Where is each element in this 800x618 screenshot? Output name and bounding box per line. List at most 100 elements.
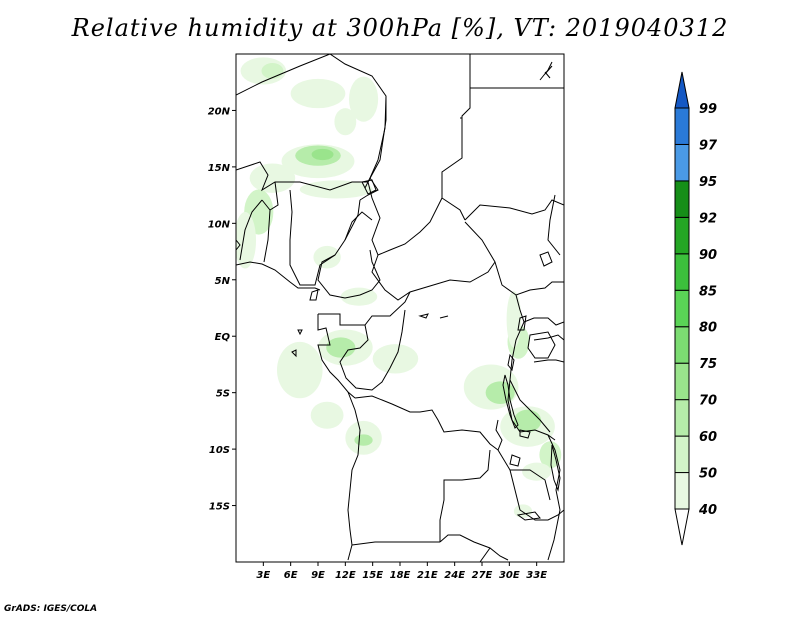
humidity-area-18 <box>277 341 323 399</box>
humidity-area-25 <box>485 381 515 404</box>
border-line <box>441 54 471 198</box>
border-line <box>317 249 381 299</box>
border-line <box>418 313 429 319</box>
border-line <box>547 434 561 561</box>
border-line <box>317 314 356 399</box>
colorbar-label: 92 <box>699 211 717 226</box>
lat-tick-label: 10N <box>208 219 231 230</box>
humidity-area-29 <box>539 441 562 469</box>
colorbar-label: 75 <box>699 357 717 372</box>
humidity-area-27 <box>513 409 542 433</box>
humidity-area-28 <box>506 291 522 348</box>
border-line <box>318 291 411 326</box>
humidity-area-2 <box>290 78 346 109</box>
humidity-area-14 <box>340 287 378 306</box>
lake-albert <box>517 315 527 331</box>
map-title: Relative humidity at 300hPa [%], VT: 201… <box>71 14 729 42</box>
lon-tick-label: 33E <box>526 570 547 581</box>
colorbar-swatch <box>674 435 690 474</box>
humidity-field <box>236 57 562 518</box>
border-line <box>289 189 361 286</box>
colorbar-swatch <box>674 216 690 255</box>
colorbar-label: 40 <box>698 503 717 518</box>
lake-malawi <box>550 444 561 492</box>
lat-tick-label: 5N <box>215 276 231 287</box>
lat-tick-label: 15N <box>208 163 231 174</box>
lon-tick-label: 30E <box>499 570 520 581</box>
border-line <box>523 317 564 326</box>
colorbar: 40 50 60 70 75 80 85 90 92 95 97 99 <box>674 71 718 546</box>
colorbar-top-triangle <box>674 71 690 109</box>
border-line <box>533 359 564 363</box>
colorbar-swatch <box>674 362 690 401</box>
humidity-area-9 <box>299 180 373 199</box>
lon-tick-label: 18E <box>390 570 411 581</box>
lake-kariba <box>516 511 541 521</box>
lon-tick-label: 9E <box>311 570 325 581</box>
colorbar-label: 97 <box>699 138 718 153</box>
lat-tick-label: 5S <box>216 389 230 400</box>
humidity-area-7 <box>311 148 334 161</box>
colorbar-swatch <box>674 399 690 437</box>
border-line <box>533 334 564 341</box>
humidity-area-4 <box>334 108 357 136</box>
colorbar-bottom-triangle <box>674 508 690 546</box>
lat-tick-label: 15S <box>209 502 230 513</box>
humidity-area-21 <box>354 434 373 446</box>
border-line <box>351 541 440 546</box>
border-line <box>509 379 551 433</box>
lat-tick-label: 10S <box>209 445 230 456</box>
colorbar-swatch <box>674 472 690 510</box>
lon-tick-label: 12E <box>335 570 356 581</box>
border-line <box>547 194 561 256</box>
lat-tick-label: EQ <box>215 332 231 343</box>
lake-kivu <box>507 353 515 372</box>
border-line <box>441 197 466 221</box>
colorbar-label: 80 <box>699 321 717 336</box>
lake-tana <box>539 251 553 267</box>
humidity-area-16 <box>326 337 356 358</box>
lon-tick-label: 24E <box>444 570 465 581</box>
lon-tick-label: 3E <box>256 570 270 581</box>
country-borders <box>236 54 564 562</box>
humidity-area-13 <box>313 245 341 269</box>
colorbar-label: 60 <box>699 430 717 445</box>
border-line <box>464 199 564 221</box>
border-line <box>439 315 449 319</box>
lake-tanganyika <box>502 374 519 429</box>
colorbar-label: 99 <box>699 102 717 117</box>
colorbar-label: 90 <box>699 248 717 263</box>
lon-tick-label: 6E <box>284 570 298 581</box>
longitude-axis: 3E 6E 9E 12E 15E 18E 21E 24E 27E 30E 33E <box>256 562 547 581</box>
colorbar-swatch <box>674 180 690 218</box>
grads-credit: GrADS: IGES/COLA <box>4 604 98 614</box>
humidity-area-19 <box>310 401 344 429</box>
border-line <box>291 349 297 358</box>
border-line <box>544 65 553 75</box>
border-line <box>347 391 361 561</box>
border-line <box>497 449 564 521</box>
lon-tick-label: 21E <box>417 570 438 581</box>
border-line <box>261 181 279 211</box>
humidity-area-1 <box>261 63 284 79</box>
lake-volta <box>309 289 319 301</box>
border-line <box>354 395 503 451</box>
lake-victoria <box>527 331 556 359</box>
border-line <box>479 547 491 562</box>
border-line <box>339 309 406 391</box>
colorbar-swatch <box>674 326 690 364</box>
latitude-axis: 20N 15N 10N 5N EQ 5S 10S 15S <box>208 106 236 513</box>
colorbar-label: 70 <box>699 394 717 409</box>
colorbar-swatch <box>674 107 690 145</box>
colorbar-swatch <box>674 289 690 328</box>
border-line <box>236 54 331 96</box>
humidity-area-30 <box>522 462 552 481</box>
border-line <box>263 209 271 263</box>
border-line <box>297 329 303 336</box>
humidity-area-8 <box>249 163 296 193</box>
colorbar-label: 50 <box>699 467 717 482</box>
lat-tick-label: 20N <box>208 106 231 117</box>
border-line <box>439 534 509 561</box>
coastline <box>236 239 241 251</box>
